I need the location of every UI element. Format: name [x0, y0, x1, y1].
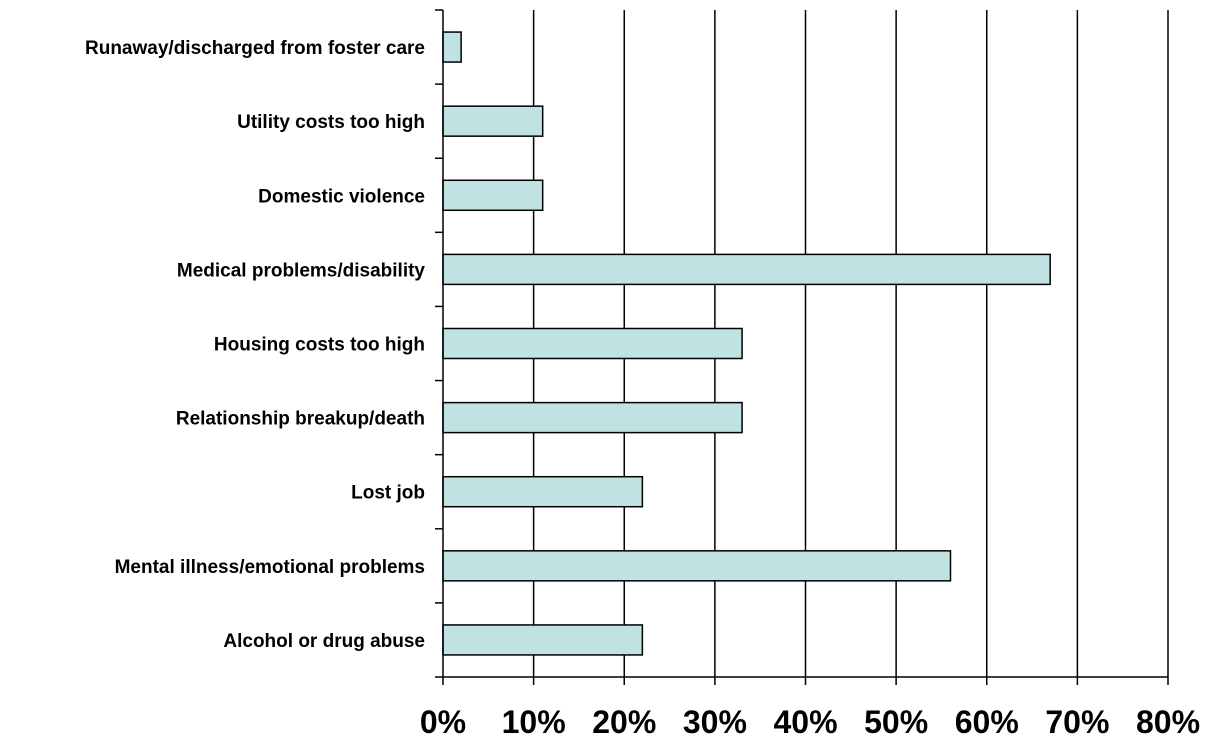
category-label: Alcohol or drug abuse	[223, 631, 425, 652]
bar	[442, 475, 644, 508]
bar	[442, 31, 462, 63]
x-tick-label: 30%	[683, 704, 747, 740]
x-tick-label: 50%	[864, 704, 928, 740]
x-tick-labels: 0% 10% 20% 30% 40% 50% 60% 70% 80%	[420, 704, 1200, 740]
x-tick-label: 20%	[592, 704, 656, 740]
x-tick-label: 0%	[420, 704, 466, 740]
x-tick-label: 80%	[1136, 704, 1200, 740]
category-label: Relationship breakup/death	[176, 409, 425, 430]
bar	[442, 253, 1051, 286]
category-label: Utility costs too high	[237, 112, 425, 133]
category-label: Domestic violence	[258, 186, 425, 207]
bar	[442, 327, 743, 360]
category-labels: Runaway/discharged from foster care Utili…	[85, 38, 425, 652]
category-label: Mental illness/emotional problems	[115, 557, 425, 578]
bar	[442, 179, 544, 212]
x-tick-label: 60%	[955, 704, 1019, 740]
category-label: Housing costs too high	[214, 335, 425, 356]
bar	[442, 401, 743, 434]
x-tick-label: 40%	[773, 704, 837, 740]
category-label: Runaway/discharged from foster care	[85, 38, 425, 59]
category-label: Lost job	[351, 483, 425, 504]
x-tick-label: 10%	[502, 704, 566, 740]
bar	[442, 624, 644, 656]
bar	[442, 550, 952, 582]
bars	[442, 31, 1051, 656]
axes	[435, 9, 1169, 685]
bar	[442, 105, 544, 137]
category-label: Medical problems/disability	[177, 260, 426, 281]
x-tick-label: 70%	[1045, 704, 1109, 740]
